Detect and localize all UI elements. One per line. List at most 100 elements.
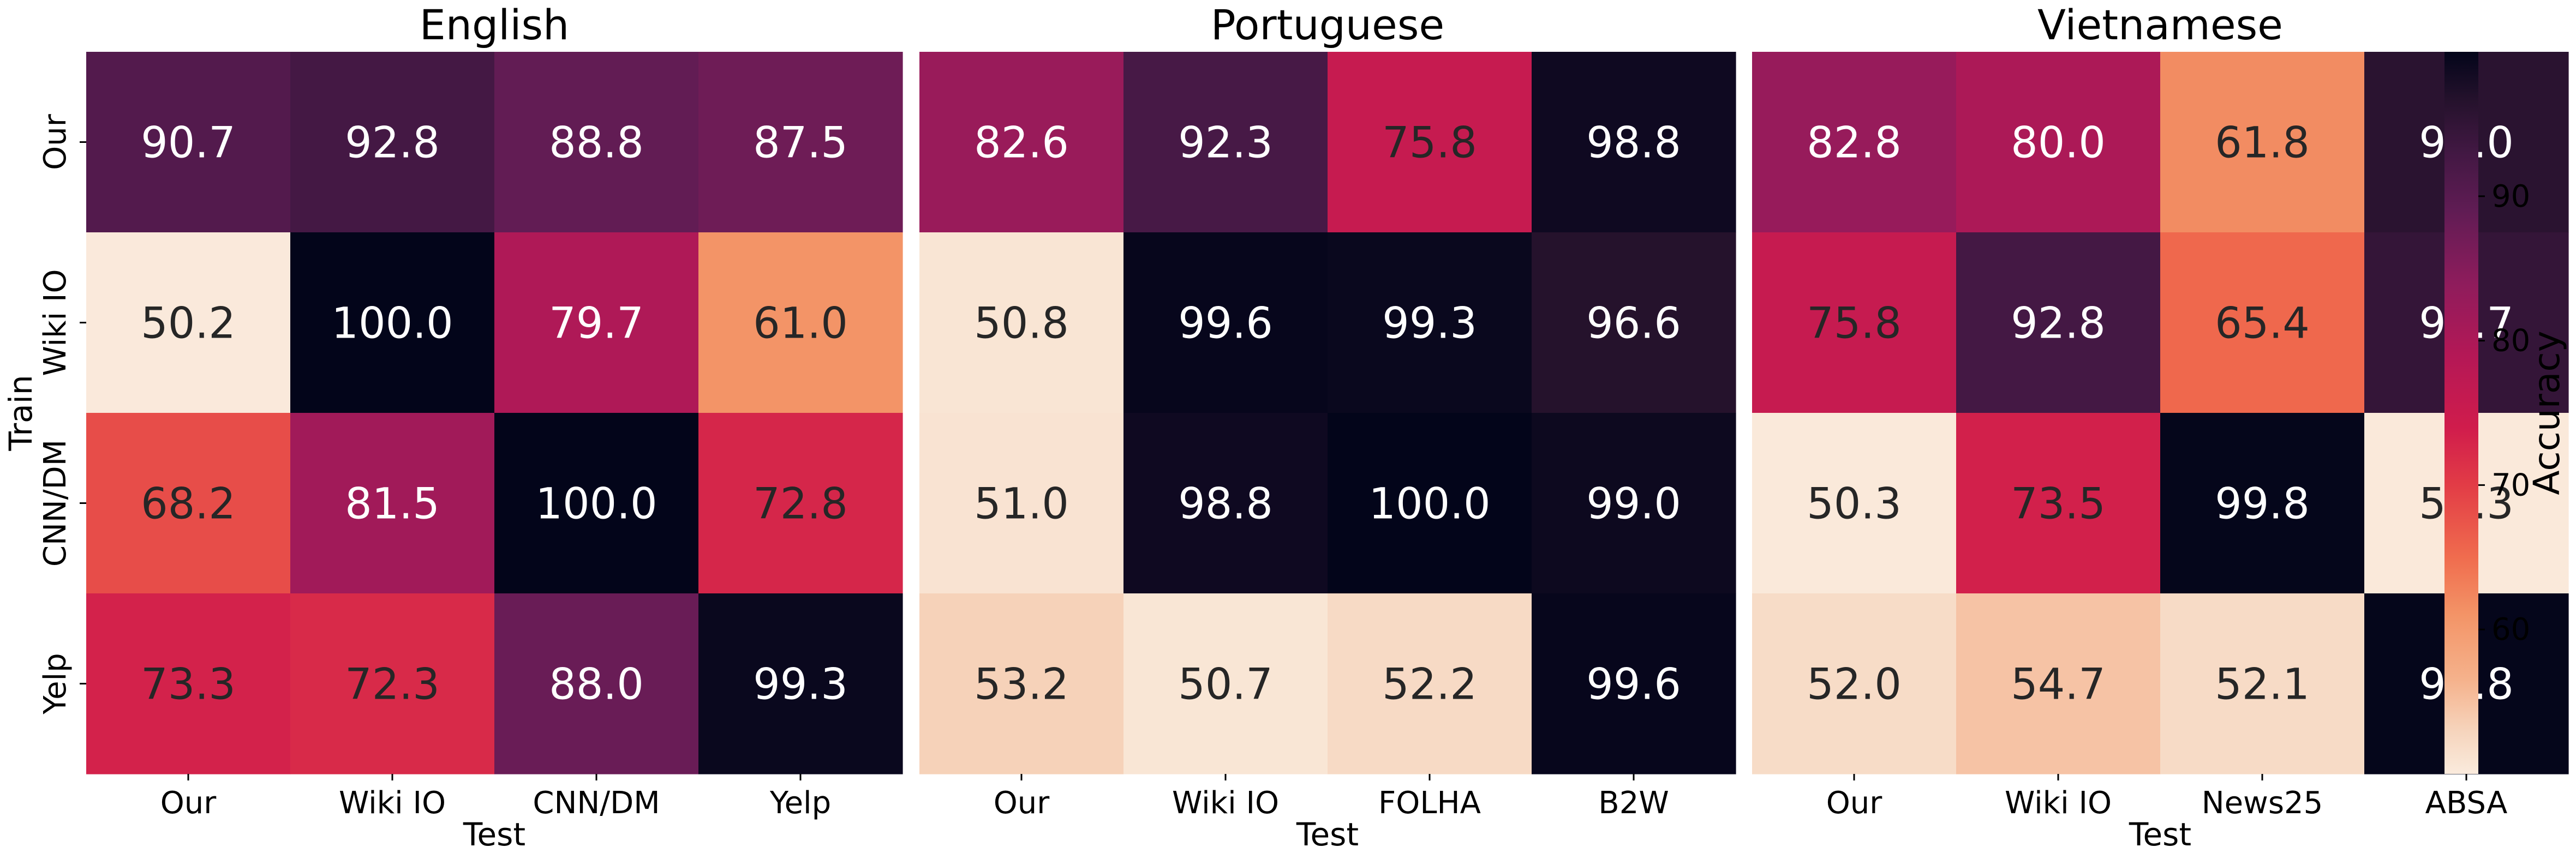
cell-value-label: 99.3: [753, 660, 848, 710]
heatmap-cell: [698, 52, 903, 233]
cell-value-label: 92.3: [1178, 119, 1273, 168]
heatmap-panel-english: English 90.7 92.8 88.8 87.5 50.2 100.0 79.7 61.0…: [2, 1, 903, 853]
heatmap-cell: [1956, 593, 2161, 774]
cell-value-label: 88.0: [549, 660, 644, 710]
cell-value-label: 72.8: [753, 480, 848, 529]
heatmap-cell: [1752, 232, 1957, 413]
x-tick-label: ABSA: [2425, 785, 2508, 821]
heatmap-cell: [2160, 413, 2365, 594]
heatmap-cell: [1752, 413, 1957, 594]
heatmap-cell: [86, 232, 291, 413]
y-tick-label: Our: [38, 113, 73, 170]
cell-value-label: 81.5: [345, 480, 440, 529]
heatmap-cell: [1956, 232, 2161, 413]
y-tick-label: Wiki IO: [38, 269, 73, 376]
x-tick-label: Wiki IO: [1172, 785, 1279, 821]
heatmap-cell: [86, 52, 291, 233]
cell-value-label: 52.1: [2215, 660, 2310, 710]
heatmap-cell: [1328, 413, 1532, 594]
cell-value-label: 50.8: [974, 299, 1069, 349]
cell-value-label: 92.8: [2011, 299, 2106, 349]
colorbar: 60 70 80 90 Accuracy: [2444, 52, 2568, 774]
x-tick-label: News25: [2202, 785, 2323, 821]
panel-title: Portuguese: [1211, 1, 1444, 49]
x-tick-label: Our: [1826, 785, 1883, 821]
cell-value-label: 50.2: [141, 299, 236, 349]
y-tick-label: CNN/DM: [38, 440, 73, 567]
x-tick-label: FOLHA: [1378, 785, 1481, 821]
cell-value-label: 65.4: [2215, 299, 2310, 349]
heatmap-cell: [1752, 593, 1957, 774]
heatmap-cell: [2160, 52, 2365, 233]
panel-title: English: [420, 1, 569, 49]
heatmap-cell: [494, 413, 699, 594]
heatmap-cell: [919, 593, 1124, 774]
colorbar-tick-label: 90: [2491, 179, 2530, 214]
cell-value-label: 68.2: [141, 480, 236, 529]
cell-value-label: 61.0: [753, 299, 848, 349]
heatmap-panel-portuguese: Portuguese 82.6 92.3 75.8 98.8 50.8 99.6 99.3 96…: [919, 1, 1736, 853]
heatmap-cell: [1956, 52, 2161, 233]
cell-value-label: 73.5: [2011, 480, 2106, 529]
heatmap-cell: [1752, 52, 1957, 233]
heatmap-cell: [1328, 52, 1532, 233]
heatmap-cell: [494, 232, 699, 413]
cell-value-label: 100.0: [331, 299, 453, 349]
heatmap-cell: [1123, 593, 1328, 774]
heatmap-cell: [290, 232, 495, 413]
cell-value-label: 88.8: [549, 119, 644, 168]
cell-value-label: 52.0: [1807, 660, 1902, 710]
y-axis-label: Train: [2, 375, 39, 451]
x-axis-label: Test: [463, 816, 525, 853]
heatmap-cell: [919, 232, 1124, 413]
cell-value-label: 82.6: [974, 119, 1069, 168]
heatmap-cell: [1532, 413, 1736, 594]
cell-value-label: 82.8: [1807, 119, 1902, 168]
cell-value-label: 54.7: [2011, 660, 2106, 710]
cell-value-label: 98.8: [1178, 480, 1273, 529]
cell-value-label: 79.7: [549, 299, 644, 349]
x-tick-label: Yelp: [769, 785, 831, 821]
heatmap-cell: [2160, 232, 2365, 413]
heatmap-cell: [1532, 593, 1736, 774]
cell-value-label: 75.8: [1382, 119, 1477, 168]
heatmap-cell: [1532, 52, 1736, 233]
cell-value-label: 98.8: [1586, 119, 1681, 168]
colorbar-label: Accuracy: [2526, 331, 2568, 495]
heatmap-cell: [1328, 593, 1532, 774]
cell-value-label: 99.0: [1586, 480, 1681, 529]
cell-value-label: 96.6: [1586, 299, 1681, 349]
heatmap-panel-vietnamese: Vietnamese82.880.061.896.075.892.865.494…: [1752, 1, 2569, 853]
cell-value-label: 99.3: [1382, 299, 1477, 349]
y-tick-label: Yelp: [38, 653, 73, 714]
x-axis-label: Test: [2129, 816, 2191, 853]
cell-value-label: 75.8: [1807, 299, 1902, 349]
heatmap-cell: [1123, 413, 1328, 594]
colorbar-gradient: [2444, 52, 2478, 774]
heatmap-cell: [494, 52, 699, 233]
x-tick-label: B2W: [1598, 785, 1669, 821]
heatmap-cell: [290, 413, 495, 594]
heatmap-cell: [698, 232, 903, 413]
cell-value-label: 80.0: [2011, 119, 2106, 168]
panel-title: Vietnamese: [2037, 1, 2283, 49]
heatmap-cell: [1123, 232, 1328, 413]
colorbar-tick-label: 80: [2491, 323, 2530, 359]
x-tick-label: CNN/DM: [533, 785, 660, 821]
heatmap-cell: [2160, 593, 2365, 774]
heatmap-cell: [698, 413, 903, 594]
heatmap-cell: [494, 593, 699, 774]
x-tick-label: Our: [160, 785, 217, 821]
cell-value-label: 73.3: [141, 660, 236, 710]
heatmap-cell: [290, 593, 495, 774]
cell-value-label: 90.7: [141, 119, 236, 168]
heatmap-cell: [290, 52, 495, 233]
x-tick-label: Our: [994, 785, 1050, 821]
cell-value-label: 92.8: [345, 119, 440, 168]
cell-value-label: 100.0: [1368, 480, 1490, 529]
cell-value-label: 61.8: [2215, 119, 2310, 168]
cell-value-label: 99.6: [1586, 660, 1681, 710]
cell-value-label: 51.0: [974, 480, 1069, 529]
cell-value-label: 72.3: [345, 660, 440, 710]
